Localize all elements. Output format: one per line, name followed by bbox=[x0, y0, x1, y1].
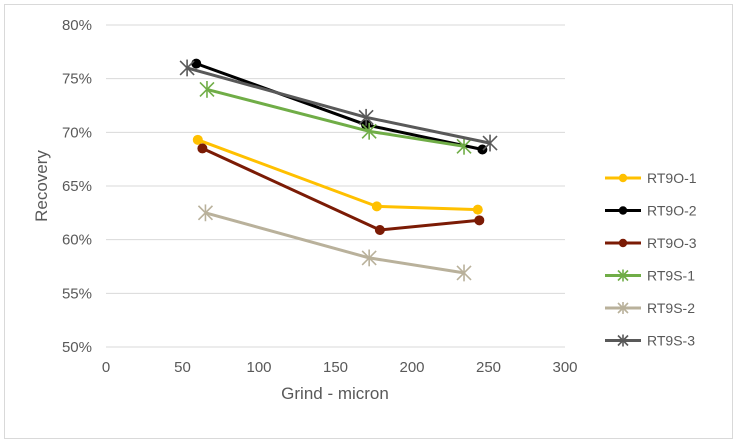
legend-marker bbox=[617, 302, 629, 314]
series-RT9S-1 bbox=[199, 81, 472, 155]
x-tick-label: 0 bbox=[102, 359, 110, 376]
data-point bbox=[191, 58, 202, 69]
y-tick-label: 70% bbox=[62, 124, 92, 141]
series-RT9O-3 bbox=[197, 143, 485, 236]
x-tick-label: 100 bbox=[246, 359, 271, 376]
series-layer bbox=[179, 58, 498, 282]
data-point bbox=[374, 225, 385, 236]
data-point bbox=[482, 134, 498, 152]
legend-item: RT9O-3 bbox=[605, 235, 697, 251]
data-point bbox=[474, 215, 485, 226]
y-tick-label: 65% bbox=[62, 178, 92, 195]
axis-ticks: 50% 55% 60% 65% 70% 75% 80% 0 50 100 150 200 250 300 bbox=[62, 17, 578, 376]
legend: RT9O-1 RT9O-2 RT9O-3 RT9S-1 RT9S-2 RT9S-3 bbox=[605, 170, 697, 349]
data-point bbox=[371, 201, 382, 212]
x-axis-title: Grind - micron bbox=[281, 384, 389, 403]
chart-frame bbox=[4, 4, 733, 439]
data-point bbox=[472, 204, 483, 215]
legend-marker bbox=[617, 334, 629, 347]
data-point bbox=[179, 59, 195, 77]
legend-marker bbox=[617, 269, 629, 282]
series-RT9S-3 bbox=[179, 59, 498, 152]
legend-item: RT9S-3 bbox=[605, 333, 695, 349]
data-point bbox=[456, 137, 472, 155]
x-tick-label: 150 bbox=[323, 359, 348, 376]
legend-label: RT9S-1 bbox=[647, 268, 695, 284]
legend-item: RT9S-1 bbox=[605, 268, 695, 284]
data-point bbox=[456, 264, 472, 282]
series-line bbox=[205, 211, 465, 275]
series-line bbox=[201, 147, 480, 232]
y-tick-label: 75% bbox=[62, 71, 92, 88]
legend-item: RT9O-2 bbox=[605, 203, 697, 219]
series-line bbox=[195, 62, 483, 151]
series-RT9S-2 bbox=[197, 204, 472, 282]
x-tick-label: 50 bbox=[174, 359, 191, 376]
legend-label: RT9O-2 bbox=[647, 203, 697, 219]
legend-marker bbox=[618, 206, 628, 215]
legend-label: RT9O-1 bbox=[647, 170, 697, 186]
series-line bbox=[186, 66, 491, 145]
data-point bbox=[199, 81, 215, 98]
x-tick-label: 200 bbox=[399, 359, 424, 376]
gridlines bbox=[106, 24, 565, 348]
x-tick-label: 300 bbox=[552, 359, 577, 376]
y-tick-label: 55% bbox=[62, 285, 92, 302]
legend-label: RT9S-2 bbox=[647, 300, 695, 316]
data-point bbox=[197, 204, 214, 222]
legend-marker bbox=[618, 173, 628, 183]
legend-item: RT9S-2 bbox=[605, 300, 695, 316]
y-tick-label: 60% bbox=[62, 232, 92, 249]
series-RT9O-1 bbox=[192, 134, 483, 215]
data-point bbox=[358, 108, 374, 126]
data-point bbox=[361, 122, 377, 140]
legend-label: RT9O-3 bbox=[647, 235, 697, 251]
data-point bbox=[361, 249, 377, 267]
legend-label: RT9S-3 bbox=[647, 333, 695, 349]
legend-marker bbox=[618, 238, 628, 248]
y-tick-label: 80% bbox=[62, 17, 92, 34]
series-line bbox=[197, 138, 478, 212]
x-tick-label: 250 bbox=[476, 359, 501, 376]
series-RT9O-2 bbox=[191, 58, 488, 155]
data-point bbox=[192, 134, 203, 145]
y-axis-title: Recovery bbox=[32, 150, 51, 222]
data-point bbox=[477, 144, 488, 155]
y-tick-label: 50% bbox=[62, 339, 92, 356]
legend-item: RT9O-1 bbox=[605, 170, 697, 186]
data-point bbox=[197, 143, 208, 154]
